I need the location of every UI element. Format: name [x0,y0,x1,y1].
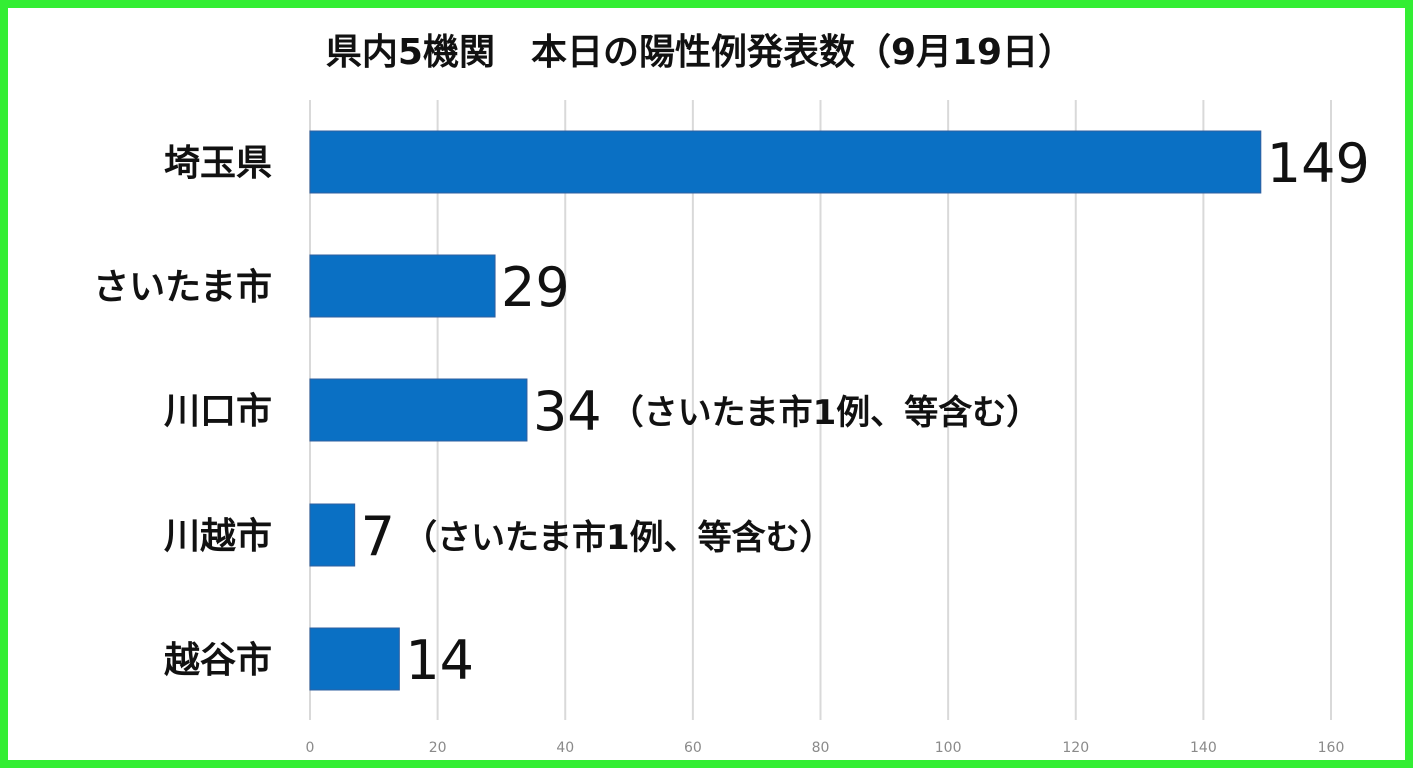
x-tick-label: 40 [556,740,574,756]
x-tick-label: 0 [306,740,315,756]
value-label: 14 [405,629,474,692]
grid-layer [309,100,1332,720]
category-label: 埼玉県 [164,143,272,184]
value-label: 29 [501,256,570,319]
category-label: 川越市 [164,516,272,557]
value-label: 149 [1267,132,1370,195]
x-tick-label: 140 [1190,740,1217,756]
chart-title: 県内5機関 本日の陽性例発表数（9月19日） [326,32,1074,73]
x-tick-label: 120 [1062,740,1089,756]
x-tick-label: 80 [812,740,830,756]
bar-4 [309,627,400,691]
note-label: （さいたま市1例、等含む） [403,518,834,558]
bar-2 [309,378,528,442]
x-tick-label: 160 [1318,740,1345,756]
bar-0 [309,130,1262,194]
x-tick-label: 100 [935,740,962,756]
bar-1 [309,254,496,318]
x-tick-label: 60 [684,740,702,756]
x-tick-label: 20 [429,740,447,756]
bar-3 [309,503,356,567]
bars-layer [309,130,1262,691]
category-label: 越谷市 [164,640,272,681]
note-label: （さいたま市1例、等含む） [610,393,1041,433]
category-label: さいたま市 [93,267,272,308]
category-label: 川口市 [164,391,272,432]
value-label: 7 [361,505,395,568]
value-label: 34 [533,380,602,443]
